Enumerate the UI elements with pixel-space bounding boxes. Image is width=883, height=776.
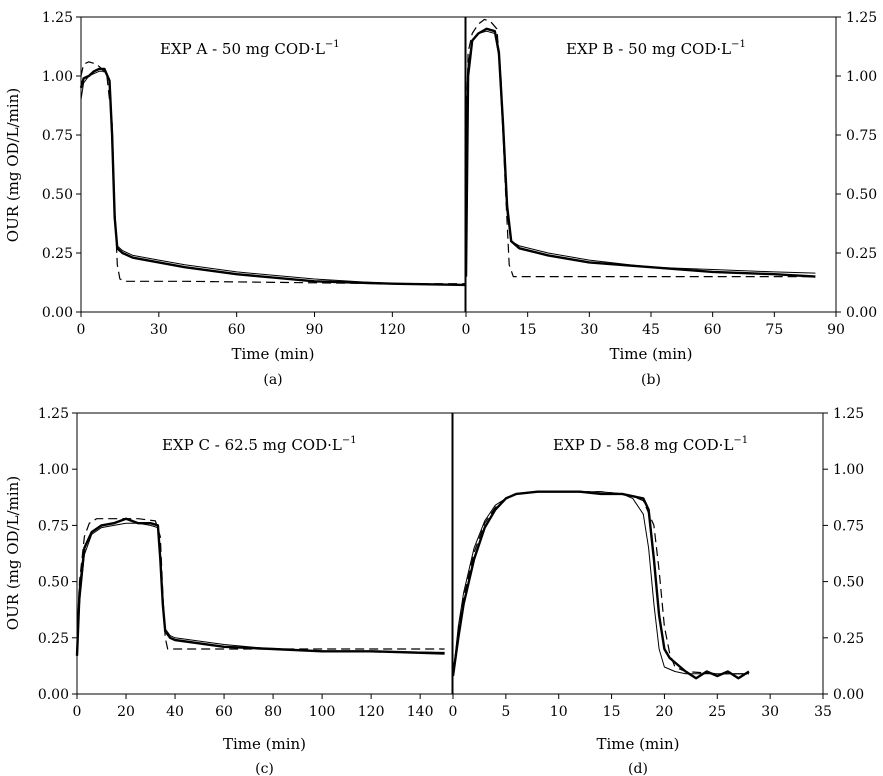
series-line-measured <box>451 490 750 680</box>
x-tick-label: 0 <box>449 704 458 720</box>
y-tick-label: 0.25 <box>42 246 73 262</box>
y-tick-label: 1.00 <box>42 69 73 85</box>
panel-c: 0 20 40 60 80 100 120 140 0.00 0.25 0.50 0.75 1.00 1.… <box>4 406 453 776</box>
y-tick-label: 0.25 <box>846 246 877 262</box>
x-tick-label: 60 <box>215 704 233 720</box>
y-axis-label: OUR (mg OD/L/min) <box>4 476 22 630</box>
x-tick-label: 120 <box>379 322 406 338</box>
y-tick-label: 0.50 <box>42 187 73 203</box>
x-tick-label: 10 <box>550 704 568 720</box>
panel-caption: (c) <box>255 761 274 776</box>
y-tick-label: 1.00 <box>846 69 877 85</box>
y-tick-label: 0.75 <box>38 518 69 534</box>
x-tick-label: 45 <box>642 322 660 338</box>
x-axis-label: Time (min) <box>609 345 692 363</box>
series-line-model-thin <box>465 30 816 274</box>
y-tick-label: 0.00 <box>833 687 864 703</box>
series-line-model-thin <box>76 522 445 656</box>
y-tick-label: 0.50 <box>38 575 69 591</box>
x-axis-label: Time (min) <box>223 735 306 753</box>
x-tick-label: 100 <box>309 704 336 720</box>
y-tick-label: 0.75 <box>833 518 864 534</box>
y-tick-label: 0.25 <box>833 631 864 647</box>
y-tick-label: 1.00 <box>38 462 69 478</box>
y-tick-label: 1.00 <box>833 462 864 478</box>
y-tick-label: 0.00 <box>42 305 73 321</box>
y-axis-label: OUR (mg OD/L/min) <box>4 88 22 242</box>
series-line-measured <box>79 67 466 287</box>
x-tick-label: 5 <box>501 704 510 720</box>
x-tick-label: 60 <box>228 322 246 338</box>
x-tick-label: 120 <box>358 704 385 720</box>
x-tick-label: 140 <box>407 704 434 720</box>
x-tick-label: 20 <box>656 704 674 720</box>
x-tick-label: 75 <box>765 322 783 338</box>
series-line-model-thin <box>80 70 466 286</box>
y-tick-label: 1.25 <box>42 10 73 26</box>
x-tick-label: 30 <box>761 704 779 720</box>
y-tick-label: 0.00 <box>38 687 69 703</box>
series-line-model-dashed <box>80 61 465 285</box>
series-line-measured <box>464 27 816 278</box>
panel-a: 0 30 60 90 120 0.00 0.25 0.50 0.75 1.00 1.25 EXP A … <box>4 10 466 388</box>
x-tick-label: 30 <box>150 322 168 338</box>
panel-title: EXP C - 62.5 mg COD·L−1 <box>162 435 357 454</box>
y-tick-label: 0.50 <box>833 575 864 591</box>
panel-title: EXP D - 58.8 mg COD·L−1 <box>553 435 748 454</box>
series-line-model-dashed <box>452 491 749 677</box>
y-tick-label: 0.25 <box>38 631 69 647</box>
x-tick-label: 25 <box>708 704 726 720</box>
x-axis-label: Time (min) <box>596 735 679 753</box>
x-axis-label: Time (min) <box>231 345 314 363</box>
panel-caption: (d) <box>628 761 648 776</box>
x-tick-label: 35 <box>814 704 832 720</box>
y-tick-label: 0.50 <box>846 187 877 203</box>
plot-frame <box>80 16 466 313</box>
y-tick-label: 0.75 <box>846 128 877 144</box>
panel-title: EXP B - 50 mg COD·L−1 <box>566 39 746 58</box>
x-tick-label: 15 <box>603 704 621 720</box>
panel-caption: (b) <box>641 372 661 388</box>
x-tick-label: 90 <box>827 322 845 338</box>
panel-d: 0 5 10 15 20 25 30 350.00 0.25 0.50 0.75 1.00 1.25 EX… <box>449 406 865 776</box>
x-tick-label: 80 <box>264 704 282 720</box>
series-line-measured <box>75 517 445 656</box>
series-line-model-thin <box>452 491 749 677</box>
plot-frame <box>452 412 824 695</box>
x-tick-label: 60 <box>704 322 722 338</box>
y-tick-label: 1.25 <box>833 406 864 422</box>
y-tick-label: 1.25 <box>38 406 69 422</box>
plot-frame <box>76 412 453 695</box>
panel-caption: (a) <box>263 372 282 388</box>
x-tick-label: 40 <box>166 704 184 720</box>
x-tick-label: 0 <box>73 704 82 720</box>
series-line-model-dashed <box>465 18 816 278</box>
series-line-model-dashed <box>76 518 445 656</box>
x-tick-label: 20 <box>117 704 135 720</box>
x-tick-label: 90 <box>306 322 324 338</box>
x-tick-label: 0 <box>462 322 471 338</box>
x-tick-label: 30 <box>580 322 598 338</box>
y-tick-label: 0.00 <box>846 305 877 321</box>
x-tick-label: 0 <box>77 322 86 338</box>
panel-b: 0 15 30 45 60 75 900.00 0.25 0.50 0.75 1.00 1.25 EXP… <box>462 10 878 388</box>
panel-title: EXP A - 50 mg COD·L−1 <box>160 39 340 58</box>
x-tick-label: 15 <box>519 322 537 338</box>
y-tick-label: 0.75 <box>42 128 73 144</box>
y-tick-label: 1.25 <box>846 10 877 26</box>
